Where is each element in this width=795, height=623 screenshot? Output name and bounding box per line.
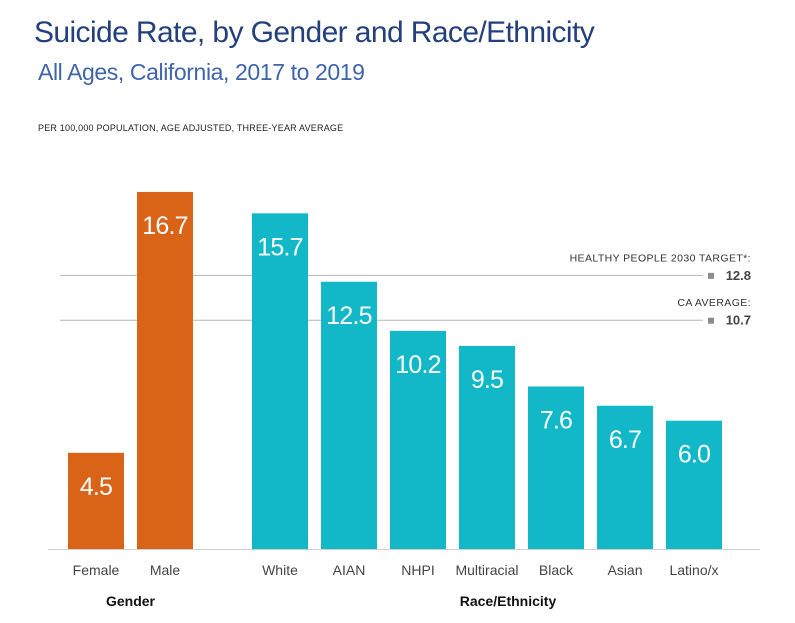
bar-value-label: 15.7 (257, 233, 302, 261)
x-tick-label: Asian (607, 562, 642, 578)
x-tick-label: Multiracial (455, 562, 518, 578)
reference-line-marker (708, 317, 714, 324)
reference-line-marker (708, 272, 714, 279)
bar (459, 345, 515, 549)
reference-line-value: 12.8 (726, 268, 751, 283)
bar-value-label: 4.5 (80, 473, 112, 501)
bar-value-label: 9.5 (471, 366, 503, 394)
x-tick-label: Black (539, 562, 574, 578)
bar (528, 386, 584, 549)
x-tick-label: Male (150, 562, 181, 578)
bar (252, 213, 308, 550)
x-tick-label: White (262, 562, 298, 578)
bar-value-label: 12.5 (326, 302, 371, 330)
chart-title: Suicide Rate, by Gender and Race/Ethnici… (34, 16, 595, 49)
x-tick-label: NHPI (401, 562, 434, 578)
bar (68, 452, 124, 549)
reference-line-label: HEALTHY PEOPLE 2030 TARGET*: (570, 252, 751, 264)
reference-line-value: 10.7 (726, 313, 751, 328)
bar (390, 330, 446, 549)
bar-value-label: 7.6 (540, 407, 572, 435)
chart-subtitle: All Ages, California, 2017 to 2019 (38, 59, 365, 85)
bar (666, 420, 722, 549)
bar (137, 191, 193, 550)
bar-value-label: 16.7 (142, 212, 187, 240)
group-label: Race/Ethnicity (460, 593, 557, 609)
group-label: Gender (106, 593, 156, 609)
bar-value-label: 6.7 (609, 426, 641, 454)
x-tick-label: Latino/x (669, 562, 718, 578)
bar (597, 405, 653, 549)
x-tick-label: Female (73, 562, 120, 578)
unit-note: PER 100,000 POPULATION, AGE ADJUSTED, TH… (38, 123, 344, 133)
x-tick-label: AIAN (333, 562, 366, 578)
reference-line-label: CA AVERAGE: (677, 297, 751, 309)
bar (321, 281, 377, 549)
bar-value-label: 10.2 (395, 351, 440, 379)
bar-value-label: 6.0 (678, 441, 710, 469)
